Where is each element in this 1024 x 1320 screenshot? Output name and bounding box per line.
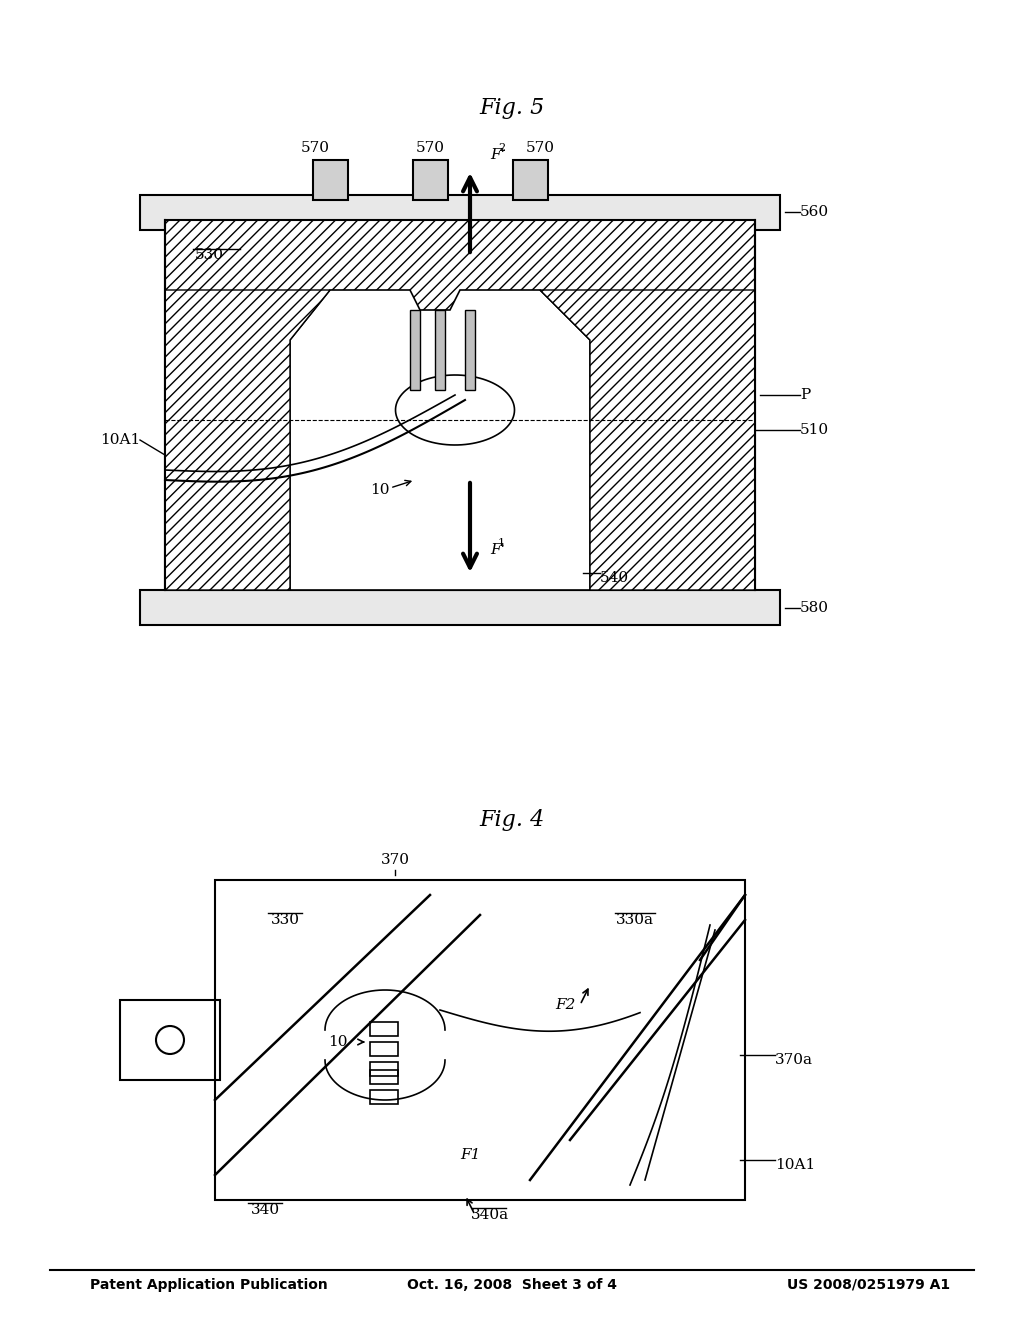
Text: Patent Application Publication: Patent Application Publication [90,1278,328,1292]
Text: 330a: 330a [616,913,654,927]
Bar [120,1001,220,1080]
Text: Fig. 5: Fig. 5 [479,96,545,119]
Bar [435,310,445,389]
Bar [140,195,780,230]
Text: 510: 510 [800,422,829,437]
Bar [313,160,348,201]
Text: 560: 560 [800,205,829,219]
Text: 330: 330 [270,913,299,927]
Text: 340: 340 [251,1203,280,1217]
Bar [370,1071,398,1084]
Text: 370a: 370a [775,1053,813,1067]
Text: 10: 10 [371,483,390,498]
Bar [215,880,745,1200]
Text: 10A1: 10A1 [100,433,140,447]
Text: 530: 530 [195,248,224,261]
Bar [370,1063,398,1076]
Bar [370,1041,398,1056]
Text: F': F' [490,148,505,162]
Polygon shape [165,290,330,590]
Text: F1: F1 [460,1148,480,1162]
Text: 340a: 340a [471,1208,509,1222]
Text: 10: 10 [329,1035,348,1049]
Text: 570: 570 [525,141,555,154]
Bar [513,160,548,201]
Text: Fig. 4: Fig. 4 [479,809,545,832]
Text: 2: 2 [498,143,505,153]
Text: P: P [800,388,810,403]
Text: Oct. 16, 2008  Sheet 3 of 4: Oct. 16, 2008 Sheet 3 of 4 [407,1278,617,1292]
Bar [410,310,420,389]
Bar [140,590,780,624]
Text: US 2008/0251979 A1: US 2008/0251979 A1 [786,1278,950,1292]
Polygon shape [290,290,590,590]
Text: F2: F2 [555,998,575,1012]
Text: 570: 570 [300,141,330,154]
Text: 10A1: 10A1 [775,1158,815,1172]
Text: F': F' [490,543,505,557]
Bar [370,1090,398,1104]
Text: 580: 580 [800,601,829,615]
Text: 1: 1 [498,539,505,548]
Text: 540: 540 [600,572,629,585]
Polygon shape [540,290,755,590]
Bar [370,1022,398,1036]
Bar [465,310,475,389]
Bar [165,220,755,590]
Bar [413,160,449,201]
Text: 570: 570 [416,141,444,154]
Text: 370: 370 [381,853,410,867]
Polygon shape [395,375,514,445]
